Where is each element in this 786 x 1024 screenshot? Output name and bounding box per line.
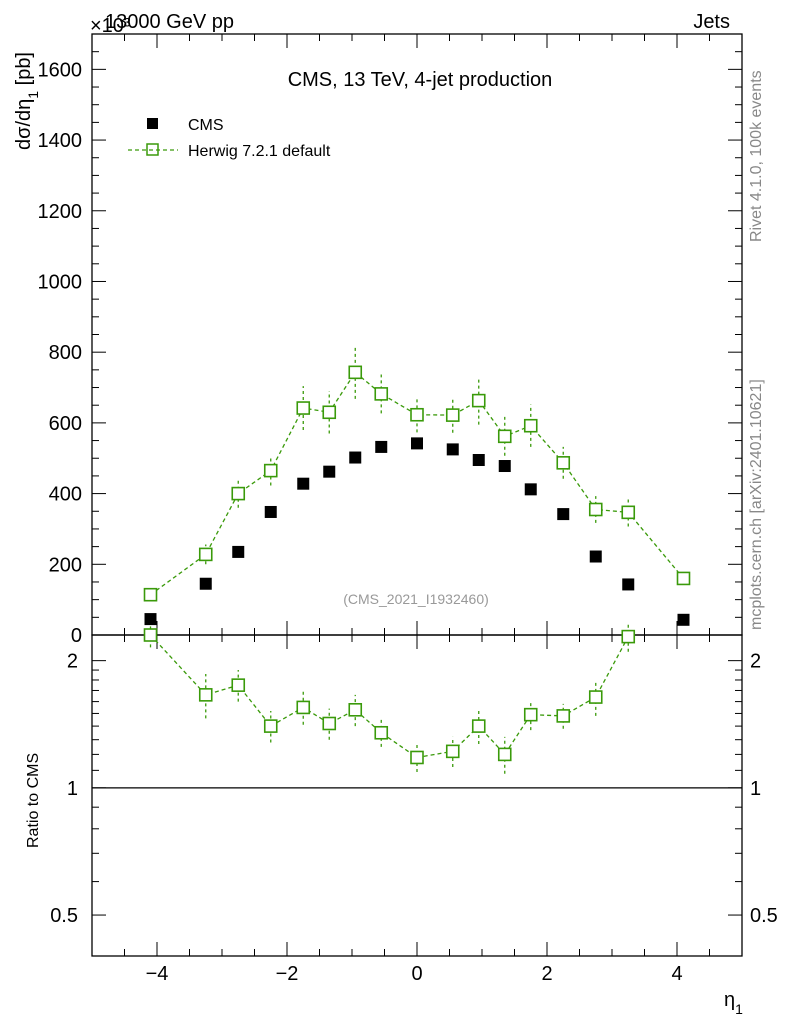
herwig-point: [263, 463, 278, 478]
ratio-axis-label: Ratio to CMS: [25, 753, 42, 848]
herwig-point: [410, 407, 424, 422]
y-tick-label: 1200: [38, 201, 83, 223]
herwig-point: [523, 418, 538, 433]
ratio-point: [410, 750, 424, 765]
chart-title: CMS, 13 TeV, 4-jet production: [288, 69, 553, 91]
cms-point: [557, 508, 570, 521]
ratio-point: [497, 747, 512, 762]
ratio-point: [296, 700, 311, 715]
ratio-tick-label: 0.5: [50, 905, 78, 927]
axes: −4 −2 0 2 4 0 200 400 600 800 1000 1200 1400 1600 0.5 0…: [38, 33, 778, 985]
cms-point: [199, 577, 212, 590]
category-label: Jets: [693, 11, 730, 33]
cms-point: [446, 443, 459, 456]
ratio-tick-label-right: 1: [750, 778, 761, 800]
x-axis-label: η1: [724, 989, 743, 1017]
cms-point: [297, 477, 310, 490]
ratio-point: [471, 719, 486, 733]
ratio-point: [523, 707, 538, 722]
legend-cms-label: CMS: [188, 117, 224, 134]
herwig-point: [198, 547, 213, 562]
ratio-point: [556, 709, 571, 723]
y-tick-label: 1000: [38, 271, 83, 293]
herwig-series-line: [150, 371, 684, 596]
herwig-point: [471, 393, 486, 408]
ratio-point: [231, 678, 246, 692]
legend-herwig-marker: [146, 143, 159, 156]
herwig-point: [588, 502, 603, 517]
ratio-panel-frame: [91, 634, 743, 957]
cms-point: [144, 613, 157, 626]
legend: CMS Herwig 7.2.1 default: [128, 117, 331, 160]
x-tick-label: 2: [541, 963, 552, 985]
legend-cms-marker: [147, 118, 158, 129]
herwig-point: [231, 486, 246, 501]
y-tick-label: 600: [49, 413, 82, 435]
herwig-point: [322, 405, 337, 420]
cms-point: [589, 550, 602, 563]
x-tick-label: 4: [671, 963, 682, 985]
ratio-point: [588, 690, 603, 704]
ratio-point: [263, 719, 278, 733]
ratio-point: [621, 629, 636, 644]
herwig-point: [676, 571, 691, 586]
process-label: 13000 GeV pp: [105, 11, 234, 33]
x-tick-label: −4: [146, 963, 169, 985]
cms-point: [411, 437, 423, 450]
herwig-point: [556, 456, 571, 470]
cms-point: [524, 483, 537, 496]
herwig-point: [348, 365, 363, 380]
herwig-point: [621, 505, 636, 520]
cms-point: [232, 545, 245, 558]
y-tick-label: 200: [49, 554, 82, 576]
analysis-watermark: (CMS_2021_I1932460): [343, 591, 489, 607]
exponent-label: ×10³: [90, 15, 131, 37]
ratio-point: [198, 688, 213, 702]
ratio-tick-label-right: 2: [750, 651, 761, 673]
data-marks: [143, 345, 691, 774]
ratio-point: [374, 725, 389, 740]
herwig-point: [143, 587, 158, 602]
rivet-label: Rivet 4.1.0, 100k events: [748, 70, 765, 242]
cms-point: [498, 460, 511, 473]
legend-herwig-label: Herwig 7.2.1 default: [188, 143, 331, 160]
ratio-point: [445, 744, 460, 759]
y-axis-label: dσ/dη1 [pb]: [13, 52, 41, 150]
x-tick-label: −2: [276, 963, 299, 985]
mcplots-label: mcplots.cern.ch [arXiv:2401.10621]: [748, 379, 765, 630]
y-tick-label: 800: [49, 342, 82, 364]
y-tick-label: 1600: [38, 59, 83, 81]
ratio-tick-label-right: 0.5: [750, 905, 778, 927]
y-tick-label: 1400: [38, 130, 83, 152]
y-tick-label: 0: [71, 625, 82, 647]
ratio-point: [348, 703, 363, 717]
ratio-series-line: [150, 634, 629, 759]
herwig-point: [497, 429, 512, 444]
cms-point: [677, 613, 690, 626]
y-tick-label: 400: [49, 484, 82, 506]
ratio-point: [322, 716, 337, 731]
cms-point: [349, 451, 362, 464]
x-tick-label: 0: [411, 963, 422, 985]
cms-point: [264, 505, 277, 518]
herwig-point: [445, 408, 460, 422]
ratio-point: [143, 628, 158, 642]
cms-point: [323, 465, 336, 478]
ratio-tick-label: 2: [67, 651, 78, 673]
cms-point: [375, 440, 388, 453]
cms-point: [472, 454, 485, 467]
herwig-point: [296, 401, 311, 415]
cms-point: [622, 578, 635, 591]
ratio-tick-label: 1: [67, 778, 78, 800]
herwig-point: [374, 387, 389, 401]
